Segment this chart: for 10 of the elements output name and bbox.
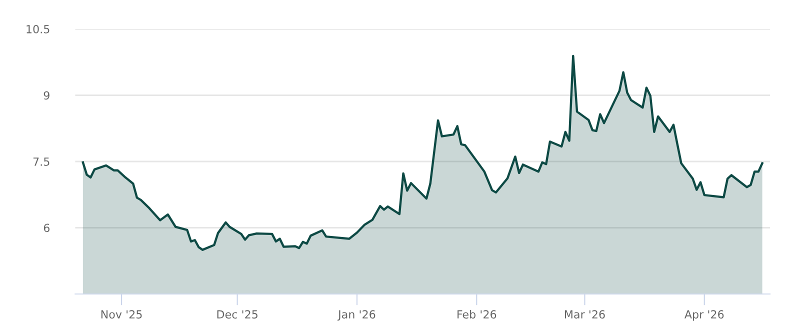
y-tick-label: 9 xyxy=(44,91,50,100)
y-tick-label: 6 xyxy=(44,224,50,232)
x-tick-label: Feb '26 xyxy=(458,310,496,319)
y-tick-label: 7.5 xyxy=(33,158,50,166)
x-tick-label: Mar '26 xyxy=(564,310,605,319)
x-tick-label: Jan '26 xyxy=(337,310,376,321)
y-tick-label: 10.5 xyxy=(26,24,50,34)
x-tick-label: Dec '25 xyxy=(217,310,258,319)
x-tick-label: Apr '26 xyxy=(684,310,724,321)
x-tick-label: Nov '25 xyxy=(101,310,142,319)
